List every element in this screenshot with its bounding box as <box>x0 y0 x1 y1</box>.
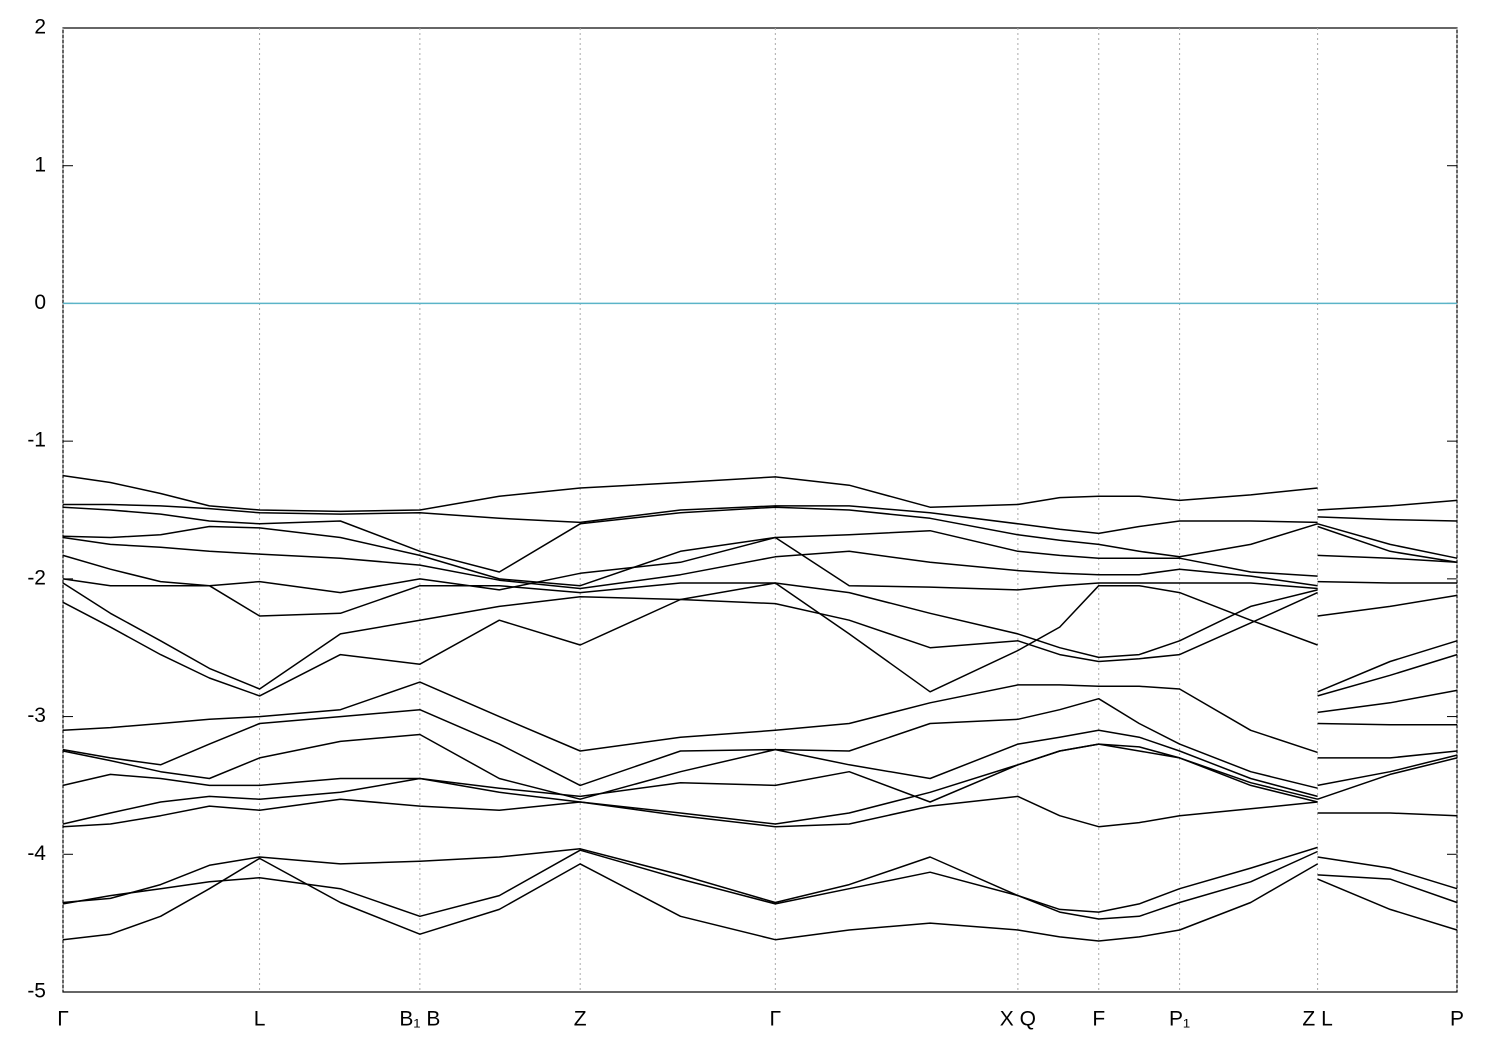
band-line <box>62 578 1458 659</box>
band-line <box>62 582 1458 697</box>
y-tick-label: -2 <box>27 566 46 589</box>
band-line <box>62 681 1458 754</box>
band-line <box>62 536 1458 590</box>
y-tick-label: 2 <box>34 16 46 39</box>
band-line <box>63 503 1458 535</box>
y-tick-label: -4 <box>27 842 46 865</box>
band-line <box>62 697 1457 789</box>
band-line <box>62 857 1458 942</box>
band-line <box>62 729 1458 800</box>
y-tick-label: 1 <box>34 153 46 176</box>
x-tick-label: P₁ <box>1169 1008 1190 1031</box>
x-tick-label: X Q <box>1000 1008 1036 1031</box>
x-tick-label: P <box>1450 1008 1464 1031</box>
y-tick-label: -5 <box>27 980 46 1003</box>
band-line <box>62 525 1458 587</box>
band-line <box>62 536 1457 594</box>
x-tick-label: Z <box>574 1008 587 1031</box>
band-line <box>62 582 1458 693</box>
y-tick-label: -1 <box>27 429 46 452</box>
x-tick-label: Z L <box>1302 1008 1332 1031</box>
y-tick-label: 0 <box>34 291 46 314</box>
y-tick-label: -3 <box>27 704 46 727</box>
band-line <box>62 795 1458 828</box>
band-line <box>62 849 1458 920</box>
x-tick-label: F <box>1092 1008 1105 1031</box>
band-line <box>62 743 1458 803</box>
x-tick-label: L <box>254 1008 266 1031</box>
band-line <box>62 506 1458 573</box>
x-tick-label: B₁ B <box>399 1008 440 1031</box>
band-line <box>62 743 1458 825</box>
x-tick-label: Γ <box>770 1008 782 1031</box>
band-line <box>62 846 1458 913</box>
x-tick-label: Γ <box>57 1008 69 1031</box>
band-line <box>62 474 1458 513</box>
